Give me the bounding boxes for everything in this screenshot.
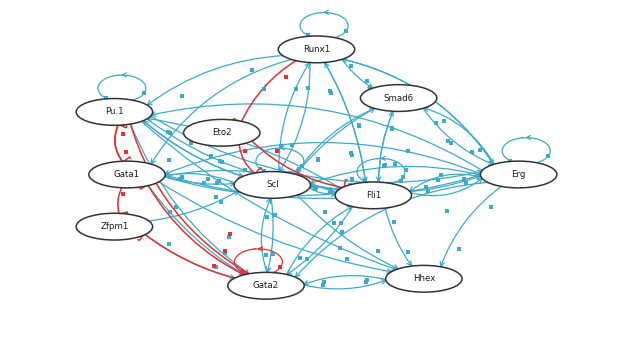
FancyArrowPatch shape <box>165 170 337 193</box>
FancyArrowPatch shape <box>409 178 482 196</box>
Ellipse shape <box>76 213 153 240</box>
FancyArrowPatch shape <box>385 207 411 266</box>
FancyArrowPatch shape <box>324 61 367 182</box>
FancyArrowPatch shape <box>295 109 375 175</box>
Text: Gata1: Gata1 <box>114 170 140 179</box>
FancyArrowPatch shape <box>111 119 127 162</box>
FancyArrowPatch shape <box>142 120 243 177</box>
FancyArrowPatch shape <box>341 59 372 88</box>
FancyArrowPatch shape <box>251 140 347 196</box>
FancyArrowPatch shape <box>266 198 273 272</box>
FancyArrowPatch shape <box>303 280 386 289</box>
Text: Erg: Erg <box>511 170 526 179</box>
FancyArrowPatch shape <box>144 121 244 177</box>
Ellipse shape <box>480 161 557 188</box>
FancyArrowPatch shape <box>287 206 353 274</box>
Text: Runx1: Runx1 <box>303 45 330 54</box>
FancyArrowPatch shape <box>147 185 244 275</box>
FancyArrowPatch shape <box>149 115 482 183</box>
FancyArrowPatch shape <box>163 176 235 186</box>
Ellipse shape <box>89 161 165 188</box>
FancyArrowPatch shape <box>165 142 482 174</box>
FancyArrowPatch shape <box>130 123 249 274</box>
FancyArrowPatch shape <box>342 58 494 165</box>
FancyArrowPatch shape <box>144 234 235 279</box>
FancyArrowPatch shape <box>341 59 494 164</box>
FancyArrowPatch shape <box>151 104 484 171</box>
FancyArrowPatch shape <box>325 63 366 183</box>
Text: Smad6: Smad6 <box>384 94 414 103</box>
FancyArrowPatch shape <box>440 186 502 266</box>
FancyArrowPatch shape <box>296 108 376 174</box>
Text: Scl: Scl <box>266 180 279 190</box>
FancyArrowPatch shape <box>377 110 394 181</box>
Ellipse shape <box>76 98 153 125</box>
Text: Fli1: Fli1 <box>366 191 381 200</box>
Text: Pu.1: Pu.1 <box>105 107 123 117</box>
FancyArrowPatch shape <box>233 60 297 127</box>
Ellipse shape <box>279 36 354 63</box>
FancyArrowPatch shape <box>147 191 238 221</box>
FancyArrowPatch shape <box>239 144 261 181</box>
Ellipse shape <box>184 119 260 146</box>
FancyArrowPatch shape <box>165 173 236 183</box>
Ellipse shape <box>228 272 304 299</box>
FancyArrowPatch shape <box>158 181 392 273</box>
FancyArrowPatch shape <box>310 166 482 184</box>
FancyArrowPatch shape <box>122 119 250 274</box>
FancyArrowPatch shape <box>280 62 310 171</box>
FancyArrowPatch shape <box>304 276 387 285</box>
FancyArrowPatch shape <box>111 187 128 218</box>
FancyArrowPatch shape <box>141 121 396 270</box>
FancyArrowPatch shape <box>146 118 341 191</box>
FancyArrowPatch shape <box>279 63 310 173</box>
FancyArrowPatch shape <box>379 112 393 183</box>
Text: Gata2: Gata2 <box>253 281 279 290</box>
FancyArrowPatch shape <box>164 174 480 199</box>
FancyArrowPatch shape <box>308 187 336 196</box>
FancyArrowPatch shape <box>140 179 245 275</box>
FancyArrowPatch shape <box>163 176 335 196</box>
FancyArrowPatch shape <box>310 184 337 193</box>
FancyArrowPatch shape <box>147 55 285 105</box>
Ellipse shape <box>385 265 462 292</box>
Ellipse shape <box>335 182 411 209</box>
Ellipse shape <box>360 85 437 111</box>
FancyArrowPatch shape <box>309 175 481 193</box>
Text: Zfpm1: Zfpm1 <box>100 222 128 231</box>
FancyArrowPatch shape <box>261 199 270 273</box>
FancyArrowPatch shape <box>423 107 493 165</box>
FancyArrowPatch shape <box>424 107 494 165</box>
Text: Eto2: Eto2 <box>212 128 232 137</box>
FancyArrowPatch shape <box>410 174 483 191</box>
FancyArrowPatch shape <box>296 182 490 277</box>
FancyArrowPatch shape <box>138 226 236 279</box>
FancyArrowPatch shape <box>115 124 130 169</box>
FancyArrowPatch shape <box>286 207 352 275</box>
FancyArrowPatch shape <box>147 117 342 189</box>
FancyArrowPatch shape <box>151 59 293 164</box>
FancyArrowPatch shape <box>297 194 398 269</box>
Text: Hhex: Hhex <box>413 274 435 283</box>
Ellipse shape <box>234 172 311 198</box>
